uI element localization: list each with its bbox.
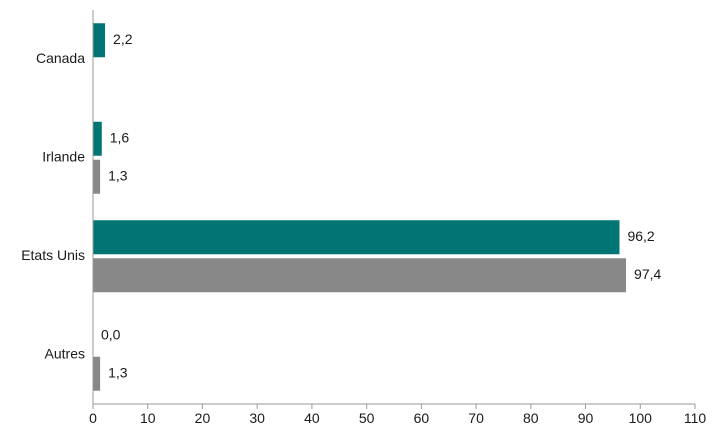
x-tick-label-50: 50 (359, 410, 375, 426)
bars-group (93, 23, 627, 391)
x-tick-label-70: 70 (468, 410, 484, 426)
category-label-canada: Canada (36, 50, 85, 66)
x-tick-label-40: 40 (304, 410, 320, 426)
value-label-irlande-series-2: 1,3 (108, 167, 128, 183)
x-tick-label-10: 10 (140, 410, 156, 426)
bar-irlande-series-2 (93, 159, 101, 194)
category-label-etats-unis: Etats Unis (21, 247, 85, 263)
bar-etats-unis-series-1 (93, 220, 620, 255)
value-label-etats-unis-series-1: 96,2 (627, 228, 654, 244)
value-label-autres-series-2: 1,3 (108, 364, 128, 380)
x-tick-label-0: 0 (89, 410, 97, 426)
value-label-canada-series-1: 2,2 (113, 31, 133, 47)
value-label-autres-series-1: 0,0 (101, 326, 121, 342)
x-tick-label-100: 100 (629, 410, 653, 426)
value-label-etats-unis-series-2: 97,4 (634, 266, 661, 282)
x-tick-label-20: 20 (195, 410, 211, 426)
x-tick-label-80: 80 (523, 410, 539, 426)
category-label-irlande: Irlande (42, 148, 85, 164)
bar-canada-series-1 (93, 23, 106, 58)
axes-group: 0 10 20 30 40 50 60 70 80 90 100 110 (89, 10, 706, 426)
bar-irlande-series-1 (93, 121, 102, 156)
value-labels-group: 2,2 1,6 1,3 96,2 97,4 0,0 1,3 (101, 31, 662, 381)
x-tick-label-60: 60 (414, 410, 430, 426)
x-tick-label-90: 90 (578, 410, 594, 426)
category-labels-group: Canada Irlande Etats Unis Autres (21, 50, 85, 362)
x-tick-label-30: 30 (249, 410, 265, 426)
bar-autres-series-2 (93, 356, 101, 391)
category-label-autres: Autres (45, 345, 85, 361)
x-tick-label-110: 110 (684, 410, 707, 426)
bar-etats-unis-series-2 (93, 258, 627, 293)
value-label-irlande-series-1: 1,6 (110, 129, 130, 145)
